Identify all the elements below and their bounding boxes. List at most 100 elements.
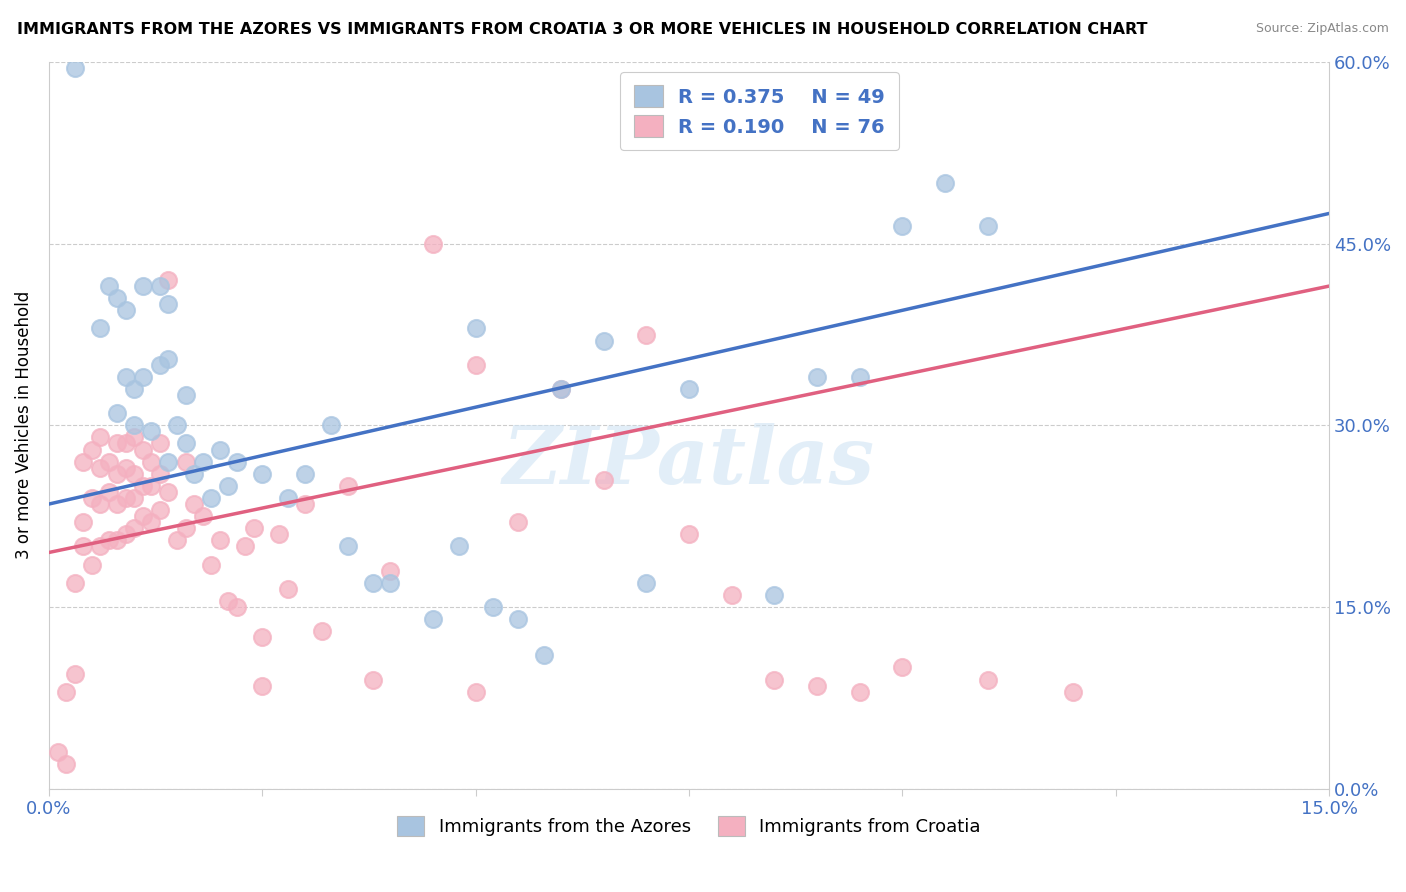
Point (252, 467, 274, 481)
Point (149, 358, 172, 372)
Point (80, 558, 103, 572)
Point (277, 491, 299, 505)
Point (105, 533, 128, 548)
Point (891, 219, 914, 233)
Point (200, 558, 222, 572)
Point (141, 455, 163, 469)
Point (174, 388, 197, 402)
Point (114, 460, 136, 475)
Point (97, 279, 120, 293)
Point (141, 425, 163, 439)
Text: IMMIGRANTS FROM THE AZORES VS IMMIGRANTS FROM CROATIA 3 OR MORE VEHICLES IN HOUS: IMMIGRANTS FROM THE AZORES VS IMMIGRANTS… (17, 22, 1147, 37)
Point (550, 382, 572, 396)
Point (114, 436, 136, 450)
Point (233, 540, 256, 554)
Point (114, 303, 136, 318)
Point (105, 406, 128, 420)
Point (380, 575, 402, 590)
Point (1062, 684, 1084, 698)
Point (149, 279, 172, 293)
Point (166, 533, 188, 548)
Point (114, 491, 136, 505)
Point (380, 564, 402, 578)
Point (63, 61, 86, 75)
Point (508, 612, 530, 626)
Point (678, 382, 700, 396)
Point (174, 436, 197, 450)
Point (105, 497, 128, 511)
Point (481, 599, 503, 614)
Point (269, 527, 291, 541)
Point (242, 521, 264, 535)
Point (294, 497, 316, 511)
Point (97, 533, 120, 548)
Point (636, 327, 658, 342)
Point (422, 236, 444, 251)
Point (848, 684, 870, 698)
Text: Source: ZipAtlas.com: Source: ZipAtlas.com (1256, 22, 1389, 36)
Point (806, 679, 828, 693)
Point (157, 351, 180, 366)
Point (763, 673, 786, 687)
Point (217, 594, 239, 608)
Point (976, 673, 998, 687)
Point (976, 219, 998, 233)
Point (464, 684, 486, 698)
Point (105, 436, 128, 450)
Point (105, 467, 128, 481)
Point (124, 521, 146, 535)
Point (208, 442, 231, 457)
Point (97, 455, 120, 469)
Text: ZIPatlas: ZIPatlas (503, 423, 875, 500)
Point (763, 588, 786, 602)
Point (157, 273, 180, 287)
Point (124, 491, 146, 505)
Point (934, 176, 956, 190)
Point (46, 745, 69, 759)
Point (592, 473, 614, 487)
Point (636, 575, 658, 590)
Point (157, 455, 180, 469)
Point (464, 321, 486, 335)
Point (550, 382, 572, 396)
Point (447, 540, 470, 554)
Point (132, 479, 155, 493)
Point (336, 540, 359, 554)
Point (132, 370, 155, 384)
Point (124, 430, 146, 444)
Point (157, 297, 180, 311)
Legend: Immigrants from the Azores, Immigrants from Croatia: Immigrants from the Azores, Immigrants f… (388, 807, 990, 845)
Point (720, 588, 742, 602)
Point (183, 497, 205, 511)
Point (217, 479, 239, 493)
Point (208, 533, 231, 548)
Point (89, 497, 111, 511)
Point (252, 679, 274, 693)
Point (63, 575, 86, 590)
Point (848, 370, 870, 384)
Point (200, 491, 222, 505)
Point (294, 467, 316, 481)
Point (89, 321, 111, 335)
Point (124, 467, 146, 481)
Point (72, 540, 94, 554)
Point (174, 521, 197, 535)
Point (149, 467, 172, 481)
Point (89, 430, 111, 444)
Point (361, 673, 384, 687)
Point (89, 540, 111, 554)
Point (252, 630, 274, 644)
Point (225, 455, 247, 469)
Point (806, 370, 828, 384)
Point (97, 484, 120, 499)
Point (166, 418, 188, 433)
Point (72, 455, 94, 469)
Point (277, 582, 299, 596)
Point (149, 503, 172, 517)
Point (361, 575, 384, 590)
Point (157, 484, 180, 499)
Point (891, 660, 914, 674)
Point (55, 757, 77, 772)
Point (191, 509, 214, 524)
Point (174, 455, 197, 469)
